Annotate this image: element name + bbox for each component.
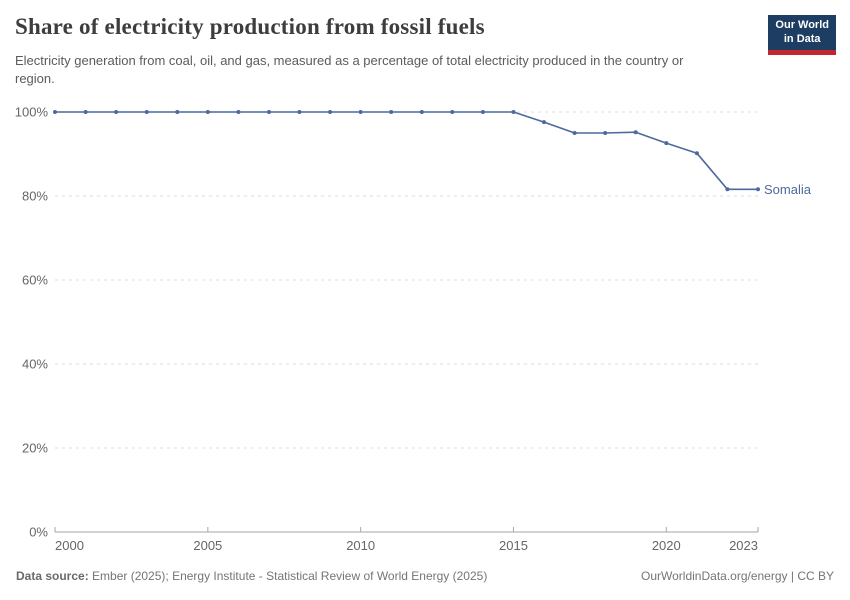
data-source-label: Data source: xyxy=(16,569,89,583)
series-end-label: Somalia xyxy=(764,182,812,197)
data-point xyxy=(358,110,363,114)
data-line xyxy=(55,111,758,191)
x-tick-label: 2015 xyxy=(499,538,528,553)
data-source-text: Ember (2025); Energy Institute - Statist… xyxy=(88,569,488,583)
data-point xyxy=(603,131,608,135)
data-point xyxy=(144,110,149,114)
data-point xyxy=(175,110,180,114)
y-tick-label: 100% xyxy=(15,105,49,120)
data-point xyxy=(389,110,394,114)
data-source-note: Data source: Ember (2025); Energy Instit… xyxy=(16,569,487,583)
x-tick-label: 2000 xyxy=(55,538,84,553)
data-point xyxy=(236,110,241,114)
page-title: Share of electricity production from fos… xyxy=(15,14,485,39)
data-point xyxy=(633,130,638,135)
data-point xyxy=(572,131,577,135)
x-tick-label: 2023 xyxy=(729,538,758,553)
data-point xyxy=(267,110,271,114)
data-point xyxy=(114,110,119,114)
data-point xyxy=(725,187,730,192)
data-point xyxy=(542,120,546,125)
x-tick-label: 2020 xyxy=(652,538,681,553)
x-tick-label: 2005 xyxy=(193,538,222,553)
y-tick-label: 80% xyxy=(22,189,48,204)
data-point xyxy=(450,110,455,114)
data-point xyxy=(756,187,760,192)
data-point xyxy=(480,110,485,114)
data-point xyxy=(205,110,210,114)
chart-subtitle: Electricity generation from coal, oil, a… xyxy=(15,53,684,87)
owid-logo: Our World in Data xyxy=(768,15,836,55)
data-point xyxy=(664,141,669,146)
data-point xyxy=(511,110,516,114)
logo-line1: Our World xyxy=(775,19,829,31)
y-tick-label: 0% xyxy=(29,525,48,540)
data-point xyxy=(83,110,88,114)
data-point xyxy=(419,110,424,114)
logo-line2: in Data xyxy=(783,32,821,45)
chart-footer: Data source: Ember (2025); Energy Instit… xyxy=(16,569,834,583)
y-tick-label: 20% xyxy=(22,441,48,456)
x-tick-label: 2010 xyxy=(346,538,375,553)
y-tick-label: 40% xyxy=(22,357,48,372)
data-point xyxy=(297,110,302,114)
data-point xyxy=(328,110,333,114)
license-credit: OurWorldinData.org/energy | CC BY xyxy=(641,569,834,583)
y-tick-label: 60% xyxy=(22,273,48,288)
data-point xyxy=(694,151,699,156)
data-point xyxy=(53,110,57,114)
